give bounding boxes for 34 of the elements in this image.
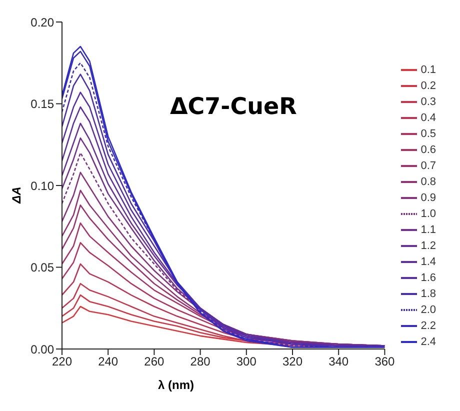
legend-label: 1.2: [420, 239, 436, 252]
x-tick-label: 340: [328, 354, 349, 369]
y-axis-title: ΔA: [9, 186, 24, 204]
legend-label: 0.1: [420, 63, 436, 76]
legend-label: 0.3: [420, 95, 436, 108]
legend-label: 2.0: [420, 303, 436, 316]
legend-label: 0.2: [420, 79, 436, 92]
legend-label: 0.5: [420, 127, 436, 140]
legend-label: 1.1: [420, 223, 436, 236]
y-tick-label: 0.05: [30, 260, 54, 275]
legend-label: 2.2: [420, 319, 436, 332]
y-tick-label: 0.10: [30, 178, 54, 193]
x-tick-label: 260: [144, 354, 165, 369]
legend-label: 0.9: [420, 191, 436, 204]
x-tick-label: 280: [190, 354, 211, 369]
y-tick-label: 0.00: [30, 342, 54, 356]
x-tick-label: 360: [374, 354, 396, 369]
x-tick-label: 240: [98, 354, 118, 369]
x-tick-label: 220: [52, 354, 72, 369]
text: ΔC7-CueR: [170, 94, 297, 120]
legend-label: 0.4: [420, 111, 436, 124]
y-tick-label: 0.20: [30, 15, 54, 30]
legend-label: 0.7: [420, 159, 436, 172]
x-axis-title: λ (nm): [158, 378, 194, 392]
legend-label: 1.4: [420, 255, 436, 268]
x-tick-label: 300: [236, 354, 257, 369]
legend-label: 1.6: [420, 271, 436, 284]
x-tick-label: 320: [282, 354, 303, 369]
y-tick-label: 0.15: [30, 97, 54, 112]
legend-label: 0.8: [420, 175, 436, 188]
legend-label: 2.4: [420, 335, 436, 348]
legend-label: 0.6: [420, 143, 436, 156]
legend-label: 1.0: [420, 207, 436, 220]
legend-label: 1.8: [420, 287, 436, 300]
